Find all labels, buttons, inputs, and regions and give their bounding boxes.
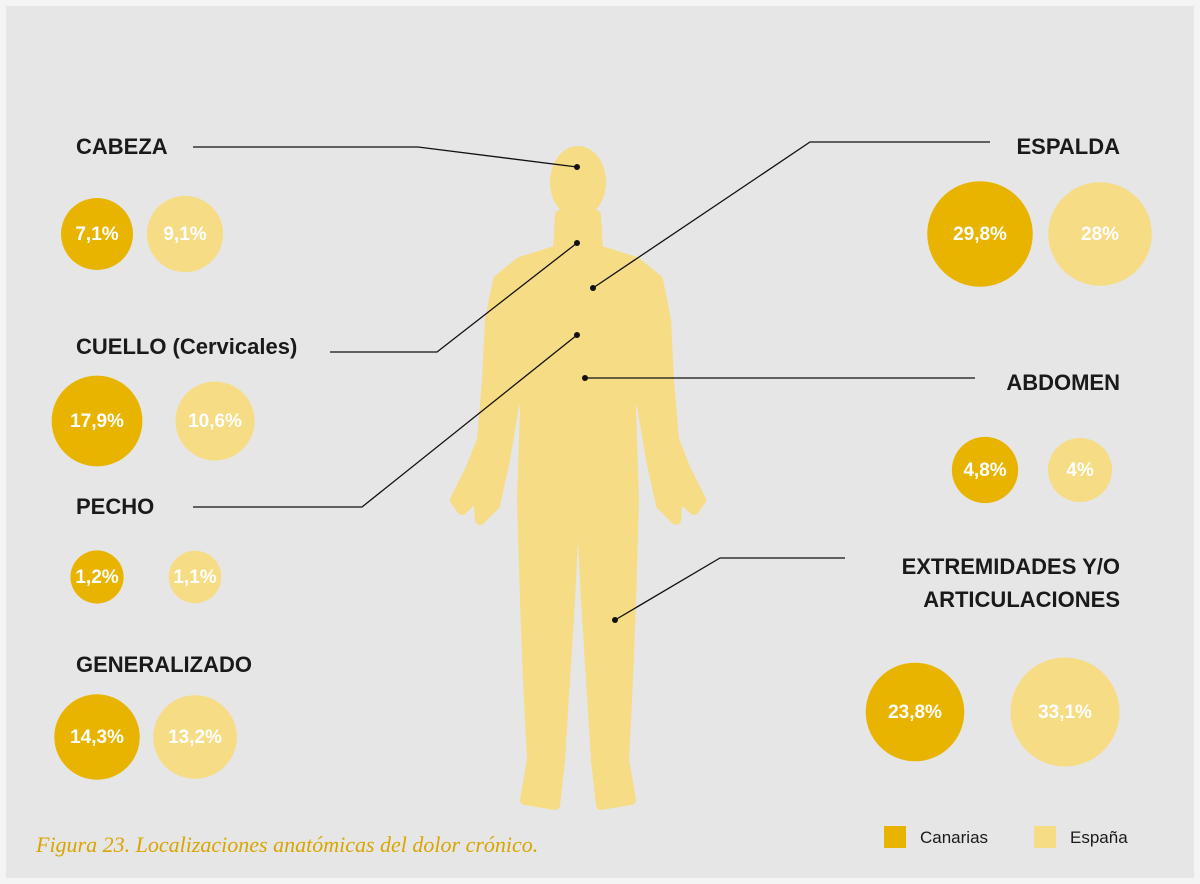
category-label: CUELLO (Cervicales)	[76, 334, 298, 359]
bubble	[61, 198, 133, 270]
leader-lines	[193, 141, 990, 621]
category-label: ESPALDA	[1016, 134, 1121, 159]
value-label: 13,2%	[168, 727, 222, 748]
value-label: 10,6%	[188, 411, 242, 432]
bubble	[927, 181, 1033, 287]
value-label: 1,2%	[75, 567, 118, 588]
category-label: CABEZA	[76, 134, 168, 159]
value-label: 23,8%	[888, 702, 942, 723]
bubble	[51, 375, 143, 467]
bubble	[865, 662, 965, 762]
value-label: 33,1%	[1038, 702, 1092, 723]
value-label: 1,1%	[173, 567, 216, 588]
bubble	[168, 550, 222, 604]
bubble	[1048, 438, 1112, 502]
caption: Figura 23. Localizaciones anatómicas del…	[36, 832, 539, 857]
value-label: 7,1%	[75, 224, 118, 245]
category-label: GENERALIZADO	[76, 652, 252, 677]
legend-swatch	[884, 826, 906, 848]
bubble	[1048, 182, 1152, 286]
value-label: 29,8%	[953, 224, 1007, 245]
category-label: EXTREMIDADES Y/O ARTICULACIONES	[901, 554, 1120, 612]
legend-swatch	[1034, 826, 1056, 848]
value-label: 9,1%	[163, 224, 206, 245]
category-label: PECHO	[76, 494, 155, 519]
value-label: 14,3%	[70, 727, 124, 748]
bubble	[951, 436, 1019, 504]
value-label: 28%	[1081, 224, 1119, 245]
category-label: ABDOMEN	[1006, 370, 1120, 395]
legend-label: España	[1070, 828, 1128, 847]
bubble	[146, 195, 224, 273]
bubble	[175, 381, 255, 461]
leader-dots	[574, 164, 618, 623]
bubble	[54, 694, 140, 780]
bubble	[70, 550, 124, 604]
value-label: 17,9%	[70, 411, 124, 432]
legend-label: Canarias	[920, 828, 989, 847]
value-label: 4,8%	[963, 460, 1006, 481]
bubble	[153, 695, 237, 779]
bubble	[1010, 657, 1120, 767]
value-label: 4%	[1066, 460, 1094, 481]
body-silhouette	[450, 146, 706, 810]
